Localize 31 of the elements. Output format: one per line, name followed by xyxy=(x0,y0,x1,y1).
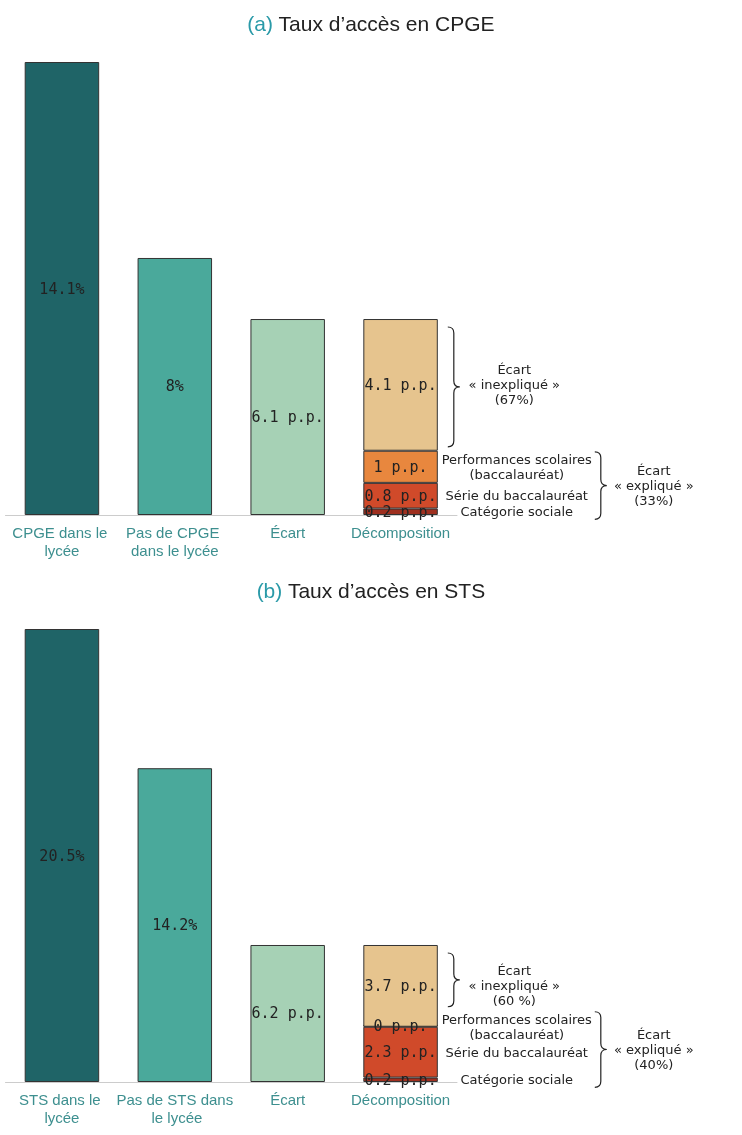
text: Écart « expliqué » (40%) xyxy=(613,1027,695,1073)
data-label: 6.1 p.p. xyxy=(251,408,324,427)
x-tick-label: Décomposition xyxy=(350,523,451,541)
chart-title: (a) Taux d’accès en CPGE xyxy=(247,12,495,35)
series-label: Catégorie sociale xyxy=(459,504,575,520)
data-label: 6.2 p.p. xyxy=(251,1004,324,1023)
series-label: Catégorie sociale xyxy=(459,1072,575,1088)
data-label: 14.1% xyxy=(39,279,85,298)
x-tick-label: Écart xyxy=(270,523,307,541)
x-tick-label: Pas de STS dans le lycée xyxy=(116,1090,234,1126)
data-label: 0.8 p.p. xyxy=(364,486,437,505)
data-label: 4.1 p.p. xyxy=(364,375,437,394)
chart-title: (b) Taux d’accès en STS xyxy=(256,579,486,602)
data-label: 8% xyxy=(165,377,184,396)
text: Écart « expliqué » (33%) xyxy=(613,463,695,509)
x-tick-label: Décomposition xyxy=(350,1090,451,1108)
data-label: 2.3 p.p. xyxy=(364,1043,437,1062)
series-label: Série du baccalauréat xyxy=(444,488,589,504)
x-tick-label: STS dans le lycée xyxy=(18,1090,105,1126)
series-label: Série du baccalauréat xyxy=(444,1044,589,1060)
text: Écart « inexpliqué » (60 %) xyxy=(467,963,561,1009)
text: Écart « inexpliqué » (67%) xyxy=(467,362,561,408)
data-label: 3.7 p.p. xyxy=(364,976,437,995)
x-tick-label: Écart xyxy=(270,1090,307,1108)
data-label: 1 p.p. xyxy=(373,457,428,476)
x-tick-label: Pas de CPGE dans le lycée xyxy=(126,523,224,559)
x-tick-label: CPGE dans le lycée xyxy=(12,523,112,559)
data-label: 14.2% xyxy=(152,916,198,935)
data-label: 20.5% xyxy=(39,846,85,865)
series-label: Performances scolaires (baccalauréat) xyxy=(440,451,593,482)
series-label: Performances scolaires (baccalauréat) xyxy=(440,1011,593,1042)
